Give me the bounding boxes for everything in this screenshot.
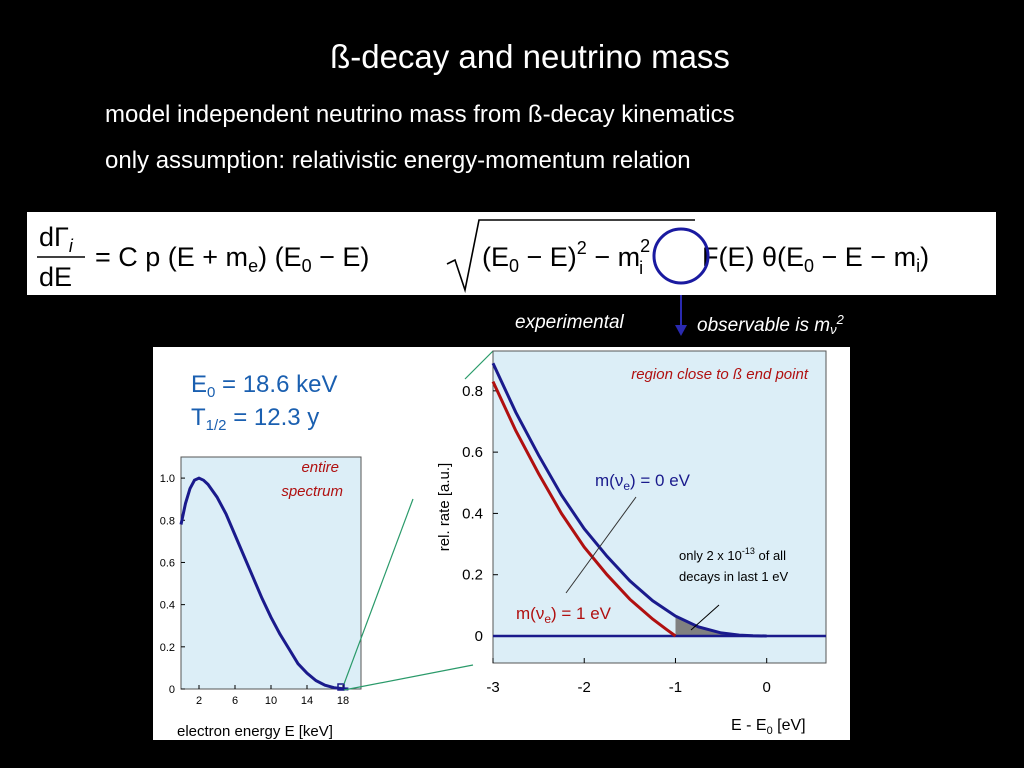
full-spectrum-ytick-label: 1.0 <box>160 473 175 485</box>
annotation-fraction-line2: decays in last 1 eV <box>679 569 788 584</box>
endpoint-plot-area <box>492 350 827 664</box>
full-spectrum-xtick-label: 10 <box>265 695 277 707</box>
spectrum-figure: E0 = 18.6 keV T1/2 = 12.3 y entire spect… <box>153 347 850 740</box>
endpoint-xtick-label: 0 <box>763 679 771 696</box>
spectrum-figure-svg: E0 = 18.6 keV T1/2 = 12.3 y entire spect… <box>160 350 827 740</box>
full-spectrum-ytick-label: 0 <box>169 684 175 696</box>
label-mass-1ev: m(νe) = 1 eV <box>516 604 612 626</box>
full-spectrum-annotation-1: entire <box>301 459 339 476</box>
formula-lhs-num: dΓi <box>39 222 74 256</box>
full-spectrum-xtick-label: 2 <box>196 695 202 707</box>
endpoint-ytick-label: 0.8 <box>462 383 483 400</box>
decay-rate-formula: dΓi dE = C p (E + me) (E0 − E) (E0 − E)2… <box>27 212 996 295</box>
full-spectrum-ytick-label: 0.4 <box>160 600 175 612</box>
full-spectrum-xtick-label: 6 <box>232 695 238 707</box>
callout-observable: observable is mν2 <box>697 312 844 337</box>
full-spectrum-xtick-label: 18 <box>337 695 349 707</box>
formula-rhs-start: = C p (E + me) (E0 − E) <box>95 242 369 276</box>
curve-mass-0ev <box>491 362 767 638</box>
param-halflife: T1/2 = 12.3 y <box>191 404 319 434</box>
curve-mass-1ev <box>491 380 677 638</box>
annotation-fraction-line1: only 2 x 10-13 of all <box>679 546 786 563</box>
endpoint-ytick-label: 0.2 <box>462 567 483 584</box>
full-spectrum-xlabel: electron energy E [keV] <box>177 723 333 740</box>
full-spectrum-ytick-label: 0.6 <box>160 557 175 569</box>
label-mass-0ev: m(νe) = 0 eV <box>595 471 691 493</box>
callout-arrow-head <box>675 325 687 336</box>
endpoint-xtick-label: -2 <box>578 679 591 696</box>
endpoint-xtick-label: -1 <box>669 679 682 696</box>
formula-lhs-den: dE <box>39 262 72 292</box>
annotation-pointer <box>690 604 720 631</box>
zoom-connector-middle <box>343 498 414 685</box>
full-spectrum-xtick-label: 14 <box>301 695 313 707</box>
slide-title: ß-decay and neutrino mass <box>330 38 730 75</box>
callout-experimental: experimental <box>515 312 624 333</box>
formula-sqrt-content: (E0 − E)2 − m2 i <box>482 236 650 278</box>
endpoint-ytick-label: 0.4 <box>462 505 483 522</box>
zoom-connector-top <box>464 350 494 380</box>
full-spectrum-annotation-2: spectrum <box>281 483 343 500</box>
bullet-model-independent: model independent neutrino mass from ß-d… <box>105 101 735 128</box>
endpoint-zoom-box <box>337 683 345 691</box>
pointer-mass-0ev <box>565 496 637 594</box>
last-ev-shaded-region <box>675 616 767 636</box>
mass-highlight-circle <box>652 227 710 285</box>
endpoint-ytick-label: 0.6 <box>462 444 483 461</box>
zoom-connector-bottom <box>343 664 474 691</box>
full-spectrum-ytick-label: 0.8 <box>160 515 175 527</box>
full-spectrum-curve <box>179 476 349 691</box>
formula-svg: dΓi dE = C p (E + me) (E0 − E) (E0 − E)2… <box>37 219 929 294</box>
full-spectrum-plot-area <box>180 456 362 690</box>
param-endpoint: E0 = 18.6 keV <box>191 371 337 401</box>
endpoint-xlabel: E - E0 [eV] <box>731 717 806 737</box>
endpoint-plot-title: region close to ß end point <box>631 366 809 383</box>
endpoint-xtick-label: -3 <box>486 679 499 696</box>
bullet-assumption: only assumption: relativistic energy-mom… <box>105 147 691 174</box>
full-spectrum-ytick-label: 0.2 <box>160 642 175 654</box>
endpoint-ytick-label: 0 <box>475 628 483 645</box>
endpoint-ylabel: rel. rate [a.u.] <box>436 463 453 551</box>
formula-rhs-end: F(E) θ(E0 − E − mi) <box>702 242 929 276</box>
